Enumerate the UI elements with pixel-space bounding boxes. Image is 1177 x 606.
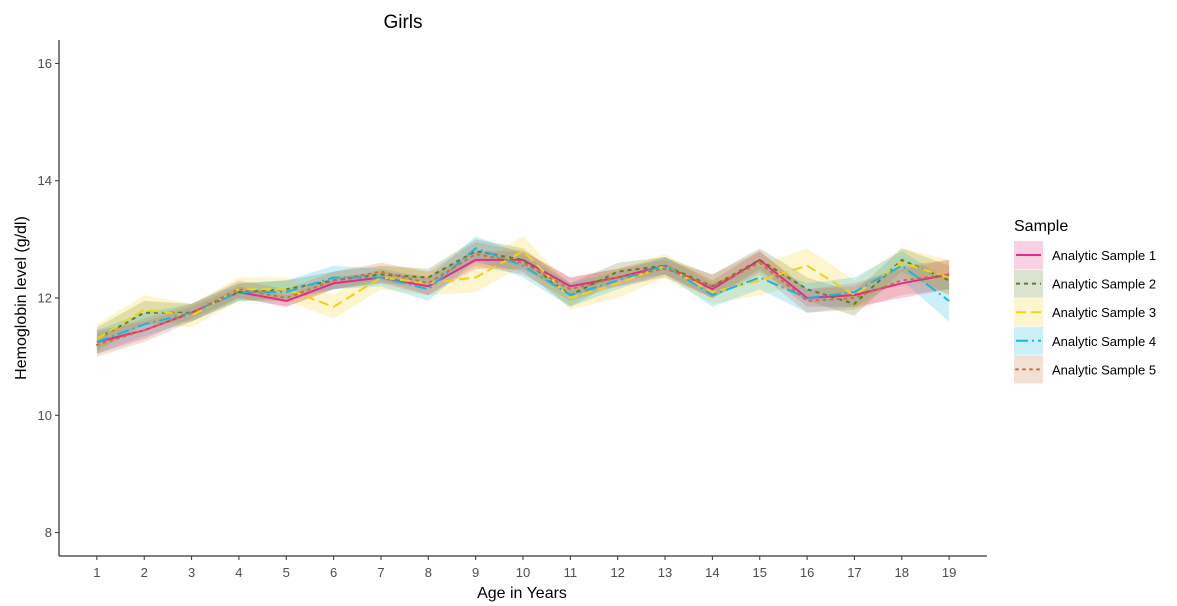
x-tick-label: 19	[942, 565, 956, 580]
x-tick-label: 18	[895, 565, 909, 580]
x-tick-label: 7	[377, 565, 384, 580]
x-tick-label: 16	[800, 565, 814, 580]
series-line-sample-2	[96, 250, 950, 340]
legend-item-sample-2: Analytic Sample 2	[1014, 269, 1156, 298]
legend-item-sample-5: Analytic Sample 5	[1014, 355, 1156, 384]
y-tick-label: 12	[38, 291, 52, 306]
legend-item-sample-1: Analytic Sample 1	[1014, 241, 1156, 269]
y-tick-label: 16	[38, 56, 52, 71]
x-tick-label: 4	[235, 565, 242, 580]
series-line-sample-4	[96, 247, 950, 343]
x-tick-label: 13	[658, 565, 672, 580]
y-tick-label: 10	[38, 408, 52, 423]
x-tick-label: 15	[753, 565, 767, 580]
legend-label: Analytic Sample 2	[1052, 277, 1156, 292]
x-tick-label: 10	[516, 565, 530, 580]
plot-area	[95, 236, 951, 357]
x-tick-label: 1	[93, 565, 100, 580]
legend-item-sample-3: Analytic Sample 3	[1014, 298, 1156, 327]
series-line-sample-3	[96, 250, 950, 340]
x-tick-label: 11	[564, 565, 578, 580]
y-axis-ticks: 8 10 12 14 16	[38, 56, 59, 540]
x-axis-ticks: 1 2 3 4 5 6 7 8 9 10 11 12 13 14 15 16 17 18 19	[93, 556, 956, 580]
y-axis-title: Hemoglobin level (g/dl)	[13, 216, 30, 380]
x-tick-label: 3	[188, 565, 195, 580]
x-tick-label: 17	[847, 565, 861, 580]
chart-title: Girls	[383, 12, 422, 33]
legend-label: Analytic Sample 5	[1052, 362, 1156, 377]
y-tick-label: 8	[45, 525, 52, 540]
series-lines	[95, 247, 951, 346]
confidence-band-sample-1	[96, 251, 950, 354]
x-tick-label: 14	[705, 565, 719, 580]
x-tick-label: 12	[610, 565, 624, 580]
legend-title: Sample	[1014, 218, 1068, 235]
y-tick-label: 14	[38, 173, 52, 188]
legend-items: Analytic Sample 1 Analytic Sample 2 Analyt…	[1014, 241, 1156, 384]
confidence-band-sample-5	[96, 242, 950, 357]
legend-label: Analytic Sample 3	[1052, 305, 1156, 320]
x-axis-title: Age in Years	[477, 585, 567, 602]
x-tick-label: 2	[141, 565, 148, 580]
x-tick-label: 5	[283, 565, 290, 580]
x-tick-label: 6	[330, 565, 337, 580]
x-tick-label: 8	[425, 565, 432, 580]
legend-label: Analytic Sample 4	[1052, 334, 1156, 349]
legend-item-sample-4: Analytic Sample 4	[1014, 326, 1156, 355]
confidence-band-sample-2	[96, 239, 950, 351]
x-tick-label: 9	[472, 565, 479, 580]
legend-label: Analytic Sample 1	[1052, 248, 1156, 263]
